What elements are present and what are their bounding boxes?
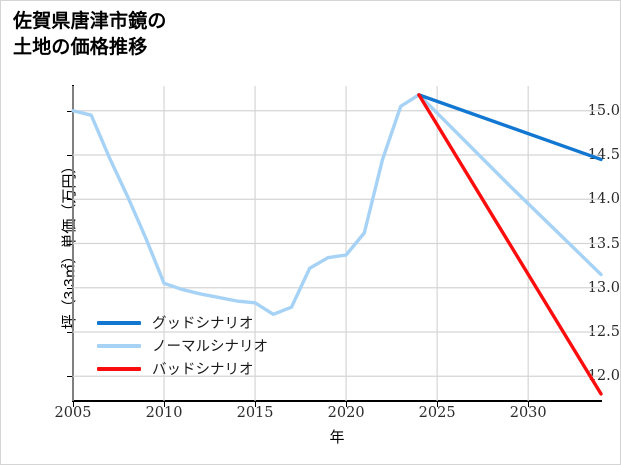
series-line <box>71 93 603 316</box>
legend-color-swatch <box>97 343 141 348</box>
x-axis-tick-mark <box>164 402 166 407</box>
legend-item-label: ノーマルシナリオ <box>152 339 268 355</box>
x-axis-spine <box>72 400 602 402</box>
y-axis-tick-mark <box>67 155 73 157</box>
legend-item: バッドシナリオ <box>97 357 327 380</box>
y-axis-tick-mark <box>67 243 73 245</box>
x-axis-tick-label: 2015 <box>236 405 274 421</box>
x-axis-tick-label: 2025 <box>418 405 456 421</box>
legend-item-label: バッドシナリオ <box>152 362 254 378</box>
chart-legend: グッドシナリオ ノーマルシナリオ バッドシナリオ <box>97 311 327 380</box>
y-axis-tick-mark <box>67 110 73 112</box>
y-axis-tick-label: 13.5 <box>587 235 620 252</box>
x-axis-tick-mark <box>346 402 348 407</box>
y-axis-tick-label: 12.5 <box>587 323 620 340</box>
x-axis-tick-label: 2020 <box>327 405 365 421</box>
plot-area <box>71 86 603 401</box>
legend-item-label: グッドシナリオ <box>152 316 254 332</box>
x-axis-tick-label: 2010 <box>145 405 183 421</box>
page-title: 佐賀県唐津市鏡の 土地の価格推移 <box>13 11 167 58</box>
chart-lines <box>71 86 603 401</box>
y-axis-tick-label: 13.0 <box>587 279 620 296</box>
legend-item: グッドシナリオ <box>97 311 327 334</box>
x-axis-label: 年 <box>329 429 345 446</box>
legend-color-swatch <box>97 320 141 325</box>
x-axis-tick-mark <box>73 402 74 407</box>
y-axis-tick-label: 14.0 <box>587 191 620 208</box>
legend-color-swatch <box>97 366 141 371</box>
y-axis-tick-mark <box>67 199 73 201</box>
y-axis-tick-mark <box>67 331 73 333</box>
x-axis-tick-mark <box>437 402 439 407</box>
y-axis-tick-mark <box>67 287 73 289</box>
x-axis-tick-mark <box>255 402 257 407</box>
y-axis-label-container: 坪（3.3㎡）単価（万円） <box>5 86 78 401</box>
x-axis-tick-label: 2005 <box>54 405 92 421</box>
series-line <box>417 93 603 162</box>
legend-item: ノーマルシナリオ <box>97 334 327 357</box>
x-axis-tick-label: 2030 <box>509 405 547 421</box>
y-axis-tick-label: 12.0 <box>587 368 620 385</box>
y-axis-tick-label: 15.0 <box>587 102 620 119</box>
x-axis-tick-mark <box>528 402 530 407</box>
y-axis-tick-mark <box>67 376 73 378</box>
series-line <box>417 93 603 396</box>
